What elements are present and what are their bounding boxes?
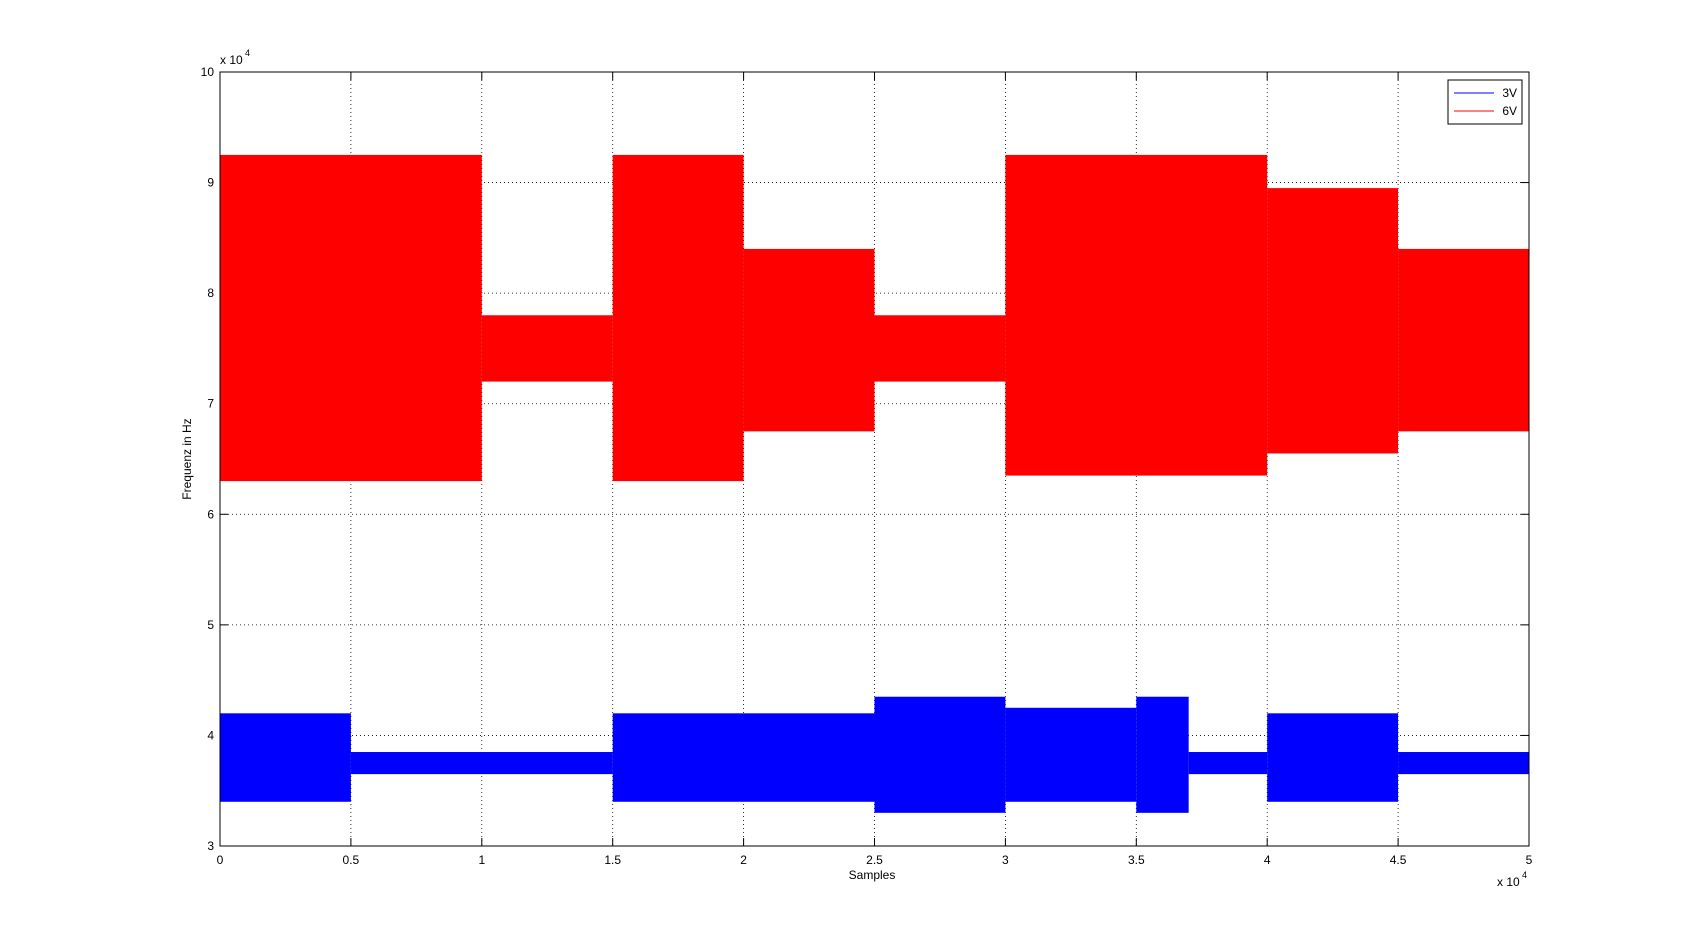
range-band [1398,752,1529,775]
y-tick-label: 5 [207,618,214,632]
range-band [874,696,1006,813]
y-tick-label: 8 [207,286,214,300]
range-band [1188,752,1268,775]
y-axis-label: Frequenz in Hz [180,418,194,499]
range-band [220,713,351,802]
range-band [220,154,482,482]
range-band [350,752,613,775]
x-multiplier-power: 4 [1522,870,1527,880]
legend-label: 3V [1502,86,1517,100]
range-band [612,713,875,802]
y-tick-label: 9 [207,176,214,190]
range-band [1136,696,1189,813]
range-band [1005,707,1137,802]
legend-label: 6V [1502,104,1517,118]
x-tick-label: 5 [1526,853,1533,867]
y-multiplier-power: 4 [245,48,250,58]
x-tick-label: 0.5 [343,853,360,867]
plot-frame [219,71,1530,847]
x-tick-label: 4 [1264,853,1271,867]
range-band [481,315,613,382]
y-tick-label: 7 [207,397,214,411]
range-band [1267,713,1399,802]
x-tick-label: 1.5 [604,853,621,867]
x-axis-label: Samples [849,868,896,882]
x-tick-label: 2.5 [866,853,883,867]
y-tick-label: 6 [207,507,214,521]
x-tick-label: 2 [740,853,747,867]
y-multiplier: x 10 [220,53,243,67]
x-tick-label: 4.5 [1390,853,1407,867]
legend-box [1447,79,1523,125]
x-tick-label: 1 [478,853,485,867]
x-tick-label: 3.5 [1128,853,1145,867]
y-tick-label: 3 [207,839,214,853]
x-multiplier: x 10 [1497,875,1520,889]
x-tick-label: 0 [217,853,224,867]
y-tick-label: 4 [207,728,214,742]
range-band [874,315,1006,382]
range-band [743,248,875,432]
range-band [612,154,744,482]
range-band [1267,188,1399,454]
y-tick-label: 10 [201,65,215,79]
range-band [1398,248,1529,432]
range-band [1005,154,1268,476]
x-tick-label: 3 [1002,853,1009,867]
